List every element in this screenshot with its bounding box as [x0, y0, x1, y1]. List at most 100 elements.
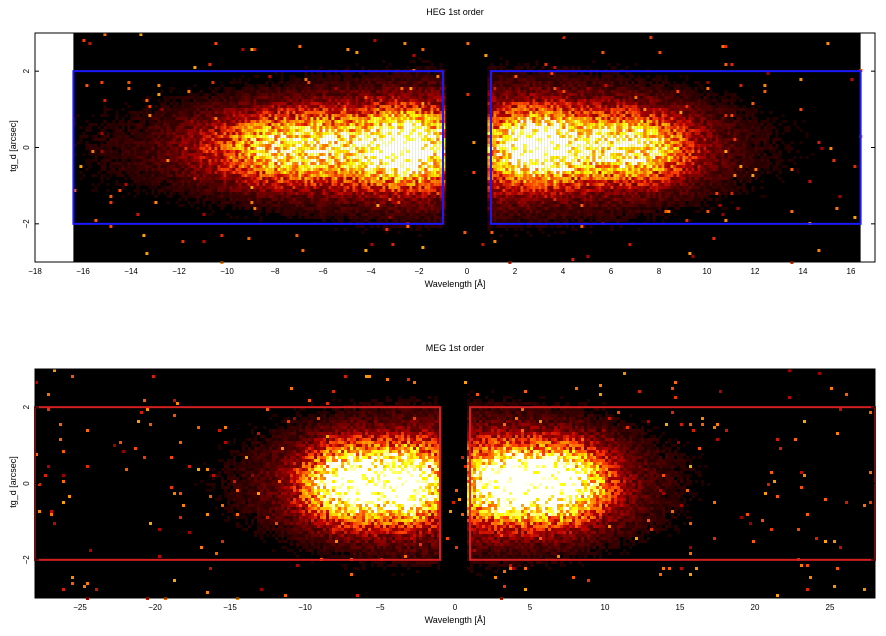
heg-heat-cell [391, 168, 395, 171]
heg-heat-cell [334, 135, 338, 138]
heg-heat-cell [400, 78, 404, 81]
heg-heat-cell [118, 144, 122, 147]
heg-heat-cell [139, 120, 143, 123]
heg-heat-cell [382, 207, 386, 210]
heg-heat-cell [433, 195, 437, 198]
heg-heat-cell [373, 111, 377, 114]
heg-heat-cell [439, 81, 443, 84]
heg-heat-cell [487, 66, 491, 69]
heg-heat-cell [157, 180, 161, 183]
heg-heat-cell [370, 189, 374, 192]
heg-heat-cell [424, 78, 428, 81]
heg-heat-cell [355, 159, 359, 162]
heg-heat-cell [379, 93, 383, 96]
heg-heat-cell [343, 186, 347, 189]
heg-heat-cell [115, 114, 119, 117]
heg-heat-cell [238, 102, 242, 105]
heg-heat-cell [193, 141, 197, 144]
heg-heat-cell [133, 132, 137, 135]
heg-heat-cell [337, 201, 341, 204]
heg-heat-cell [334, 132, 338, 135]
heg-heat-cell [331, 99, 335, 102]
heg-heat-cell [424, 141, 428, 144]
heg-heat-cell [406, 78, 410, 81]
heg-heat-cell [319, 84, 323, 87]
heg-heat-cell [211, 144, 215, 147]
heg-heat-cell [427, 171, 431, 174]
heg-heat-cell [307, 120, 311, 123]
heg-heat-cell [421, 216, 425, 219]
heg-heat-cell [430, 171, 434, 174]
heg-heat-cell [259, 168, 263, 171]
heg-heat-cell [418, 192, 422, 195]
heg-heat-cell [343, 156, 347, 159]
heg-heat-cell [259, 171, 263, 174]
heg-heat-cell [298, 117, 302, 120]
heg-heat-cell [334, 126, 338, 129]
heg-heat-cell [370, 147, 374, 150]
heg-heat-cell [265, 207, 269, 210]
heg-heat-cell [265, 180, 269, 183]
heg-heat-cell [133, 162, 137, 165]
heg-heat-cell [319, 123, 323, 126]
heg-heat-cell [175, 111, 179, 114]
heg-heat-cell [253, 192, 257, 195]
heg-heat-cell [208, 213, 212, 216]
heg-heat-cell [325, 171, 329, 174]
heg-heat-cell [178, 186, 182, 189]
heg-heat-cell [292, 177, 296, 180]
heg-heat-cell [394, 186, 398, 189]
heg-heat-cell [196, 171, 200, 174]
heg-heat-cell [199, 168, 203, 171]
heg-heat-cell [322, 102, 326, 105]
heg-heat-cell [406, 192, 410, 195]
heg-heat-cell [121, 150, 125, 153]
heg-heat-cell [349, 189, 353, 192]
heg-heat-cell [379, 216, 383, 219]
heg-heat-cell [412, 111, 416, 114]
heg-heat-cell [262, 186, 266, 189]
heg-heat-cell [157, 189, 161, 192]
heg-heat-cell [394, 111, 398, 114]
heg-heat-cell [361, 105, 365, 108]
heg-heat-cell [121, 159, 125, 162]
heg-heat-cell [355, 183, 359, 186]
heg-heat-cell [256, 183, 260, 186]
heg-heat-cell [277, 123, 281, 126]
heg-heat-cell [85, 168, 89, 171]
heg-heat-cell [271, 99, 275, 102]
heg-heat-cell [334, 123, 338, 126]
heg-heat-cell [466, 42, 470, 45]
heg-heat-cell [274, 171, 278, 174]
heg-heat-cell [409, 90, 413, 93]
heg-heat-cell [355, 201, 359, 204]
heg-heat-cell [187, 111, 191, 114]
heg-heat-cell [181, 240, 185, 243]
heg-heat-cell [220, 201, 224, 204]
heg-heat-cell [274, 153, 278, 156]
heg-heat-cell [229, 183, 233, 186]
heg-heat-cell [265, 108, 269, 111]
heg-heat-cell [280, 201, 284, 204]
heg-heat-cell [280, 147, 284, 150]
heg-heat-cell [412, 123, 416, 126]
heg-heat-cell [220, 99, 224, 102]
heg-heat-cell [256, 87, 260, 90]
heg-heat-cell [409, 165, 413, 168]
heg-heat-cell [235, 126, 239, 129]
heg-heat-cell [259, 96, 263, 99]
heg-heat-cell [235, 204, 239, 207]
heg-heat-cell [130, 129, 134, 132]
heg-heat-cell [283, 120, 287, 123]
heg-heat-cell [118, 174, 122, 177]
heg-heat-cell [187, 135, 191, 138]
heg-heat-cell [232, 87, 236, 90]
heg-heat-cell [385, 177, 389, 180]
heg-heat-cell [238, 129, 242, 132]
heg-heat-cell [319, 138, 323, 141]
heg-heat-cell [487, 69, 491, 72]
heg-heat-cell [307, 141, 311, 144]
heg-heat-cell [364, 207, 368, 210]
heg-heat-cell [436, 135, 440, 138]
heg-heat-cell [193, 189, 197, 192]
